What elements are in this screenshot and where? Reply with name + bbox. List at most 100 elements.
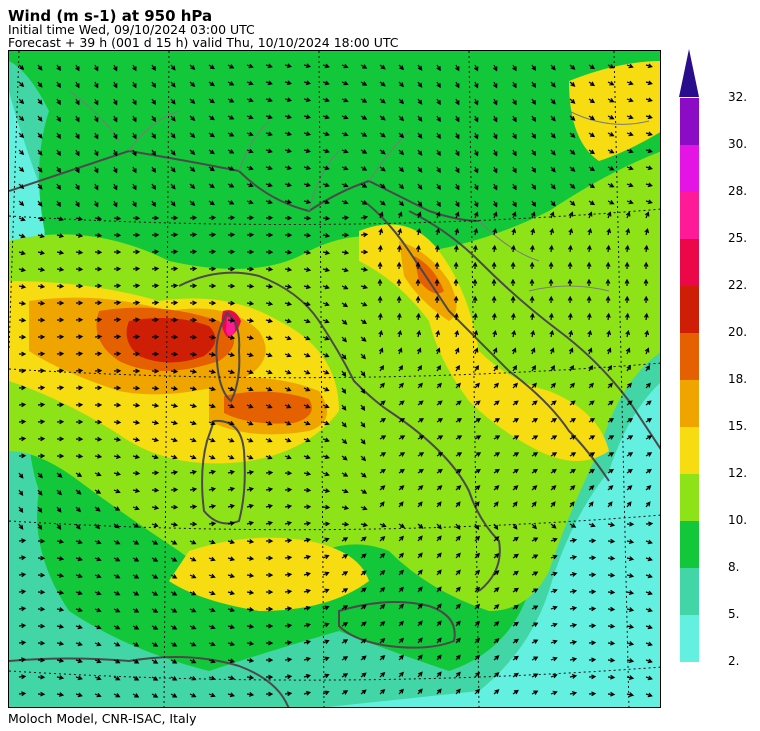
wind-arrow [322,504,331,510]
wind-arrow [37,115,43,122]
wind-arrow [189,215,198,221]
wind-arrow [132,676,140,681]
wind-arrow [170,470,179,475]
wind-arrow [512,536,519,542]
wind-arrow [607,149,615,154]
wind-arrow [132,200,137,208]
wind-arrow [492,347,498,355]
wind-arrow [189,183,196,189]
wind-arrow [322,420,330,426]
wind-arrow [322,437,330,443]
wind-arrow [303,165,312,171]
wind-arrow [377,244,383,253]
wind-arrow [474,671,481,678]
wind-arrow [322,267,331,273]
wind-arrow [132,540,140,545]
wind-arrow [588,115,596,121]
wind-arrow [246,692,255,697]
wind-arrow [132,557,140,562]
wind-arrow [265,470,274,476]
wind-arrow [398,418,406,423]
wind-arrow [398,569,404,576]
wind-arrow [37,606,46,612]
wind-arrow [284,606,293,612]
colorbar-band [680,427,699,474]
wind-arrow [436,468,443,474]
wind-arrow [151,693,159,698]
wind-arrow [567,295,573,304]
wind-arrow [265,420,273,426]
wind-arrow [227,183,235,188]
wind-arrow [189,334,198,340]
wind-arrow [227,658,236,664]
wind-arrow [455,654,461,661]
wind-arrow [644,227,650,236]
wind-arrow [151,317,160,323]
wind-arrow [417,603,423,610]
wind-arrow [322,335,330,341]
wind-arrow [170,591,178,596]
wind-arrow [531,468,538,474]
wind-arrow [151,166,156,174]
wind-arrow [284,589,293,595]
wind-arrow [530,227,536,236]
wind-arrow [284,148,293,154]
wind-arrow [531,501,537,508]
wind-arrow [322,673,330,679]
wind-arrow [93,64,99,72]
wind-arrow [284,318,292,324]
wind-arrow [588,657,597,663]
colorbar-band [680,192,699,239]
wind-arrow [303,215,312,221]
wind-arrow [265,487,274,492]
wind-arrow [492,227,498,236]
wind-arrow [436,485,443,491]
wind-arrow [170,574,178,579]
wind-arrow [492,132,498,140]
wind-arrow [548,295,554,304]
wind-arrow [56,402,65,408]
wind-arrow [379,522,387,528]
wind-arrow [550,149,556,156]
wind-arrow [567,261,573,270]
wind-arrow [37,623,46,629]
wind-arrow [132,149,137,157]
wind-arrow [322,403,330,409]
wind-arrow [607,485,614,491]
wind-arrow [492,166,498,174]
wind-arrow [56,300,65,306]
wind-arrow [379,604,386,610]
wind-arrow [398,64,405,71]
wind-arrow [396,295,402,304]
wind-arrow [208,64,215,70]
wind-arrow [548,244,554,253]
wind-arrow [151,300,160,306]
wind-arrow [113,557,121,562]
wind-arrow [493,604,500,610]
wind-arrow [132,249,141,255]
colorbar-band [680,98,699,145]
wind-arrow [567,278,573,286]
wind-arrow [303,318,311,324]
wind-arrow [170,522,179,527]
wind-arrow [322,301,330,307]
wind-arrow [436,200,441,208]
wind-arrow [18,385,27,391]
wind-arrow [37,657,46,663]
wind-arrow [265,131,273,137]
wind-arrow [284,114,293,120]
wind-arrow [246,165,254,171]
wind-arrow [607,522,616,527]
wind-arrow [645,114,653,120]
wind-arrow [227,232,236,238]
wind-arrow [473,183,479,191]
wind-arrow [170,368,179,374]
wind-arrow [56,368,65,374]
coastline-italy-east [363,200,610,482]
wind-arrow [455,620,461,627]
wind-arrow [398,535,404,542]
wind-arrow [246,352,254,358]
wind-arrow [379,672,386,678]
wind-arrow [303,588,312,594]
